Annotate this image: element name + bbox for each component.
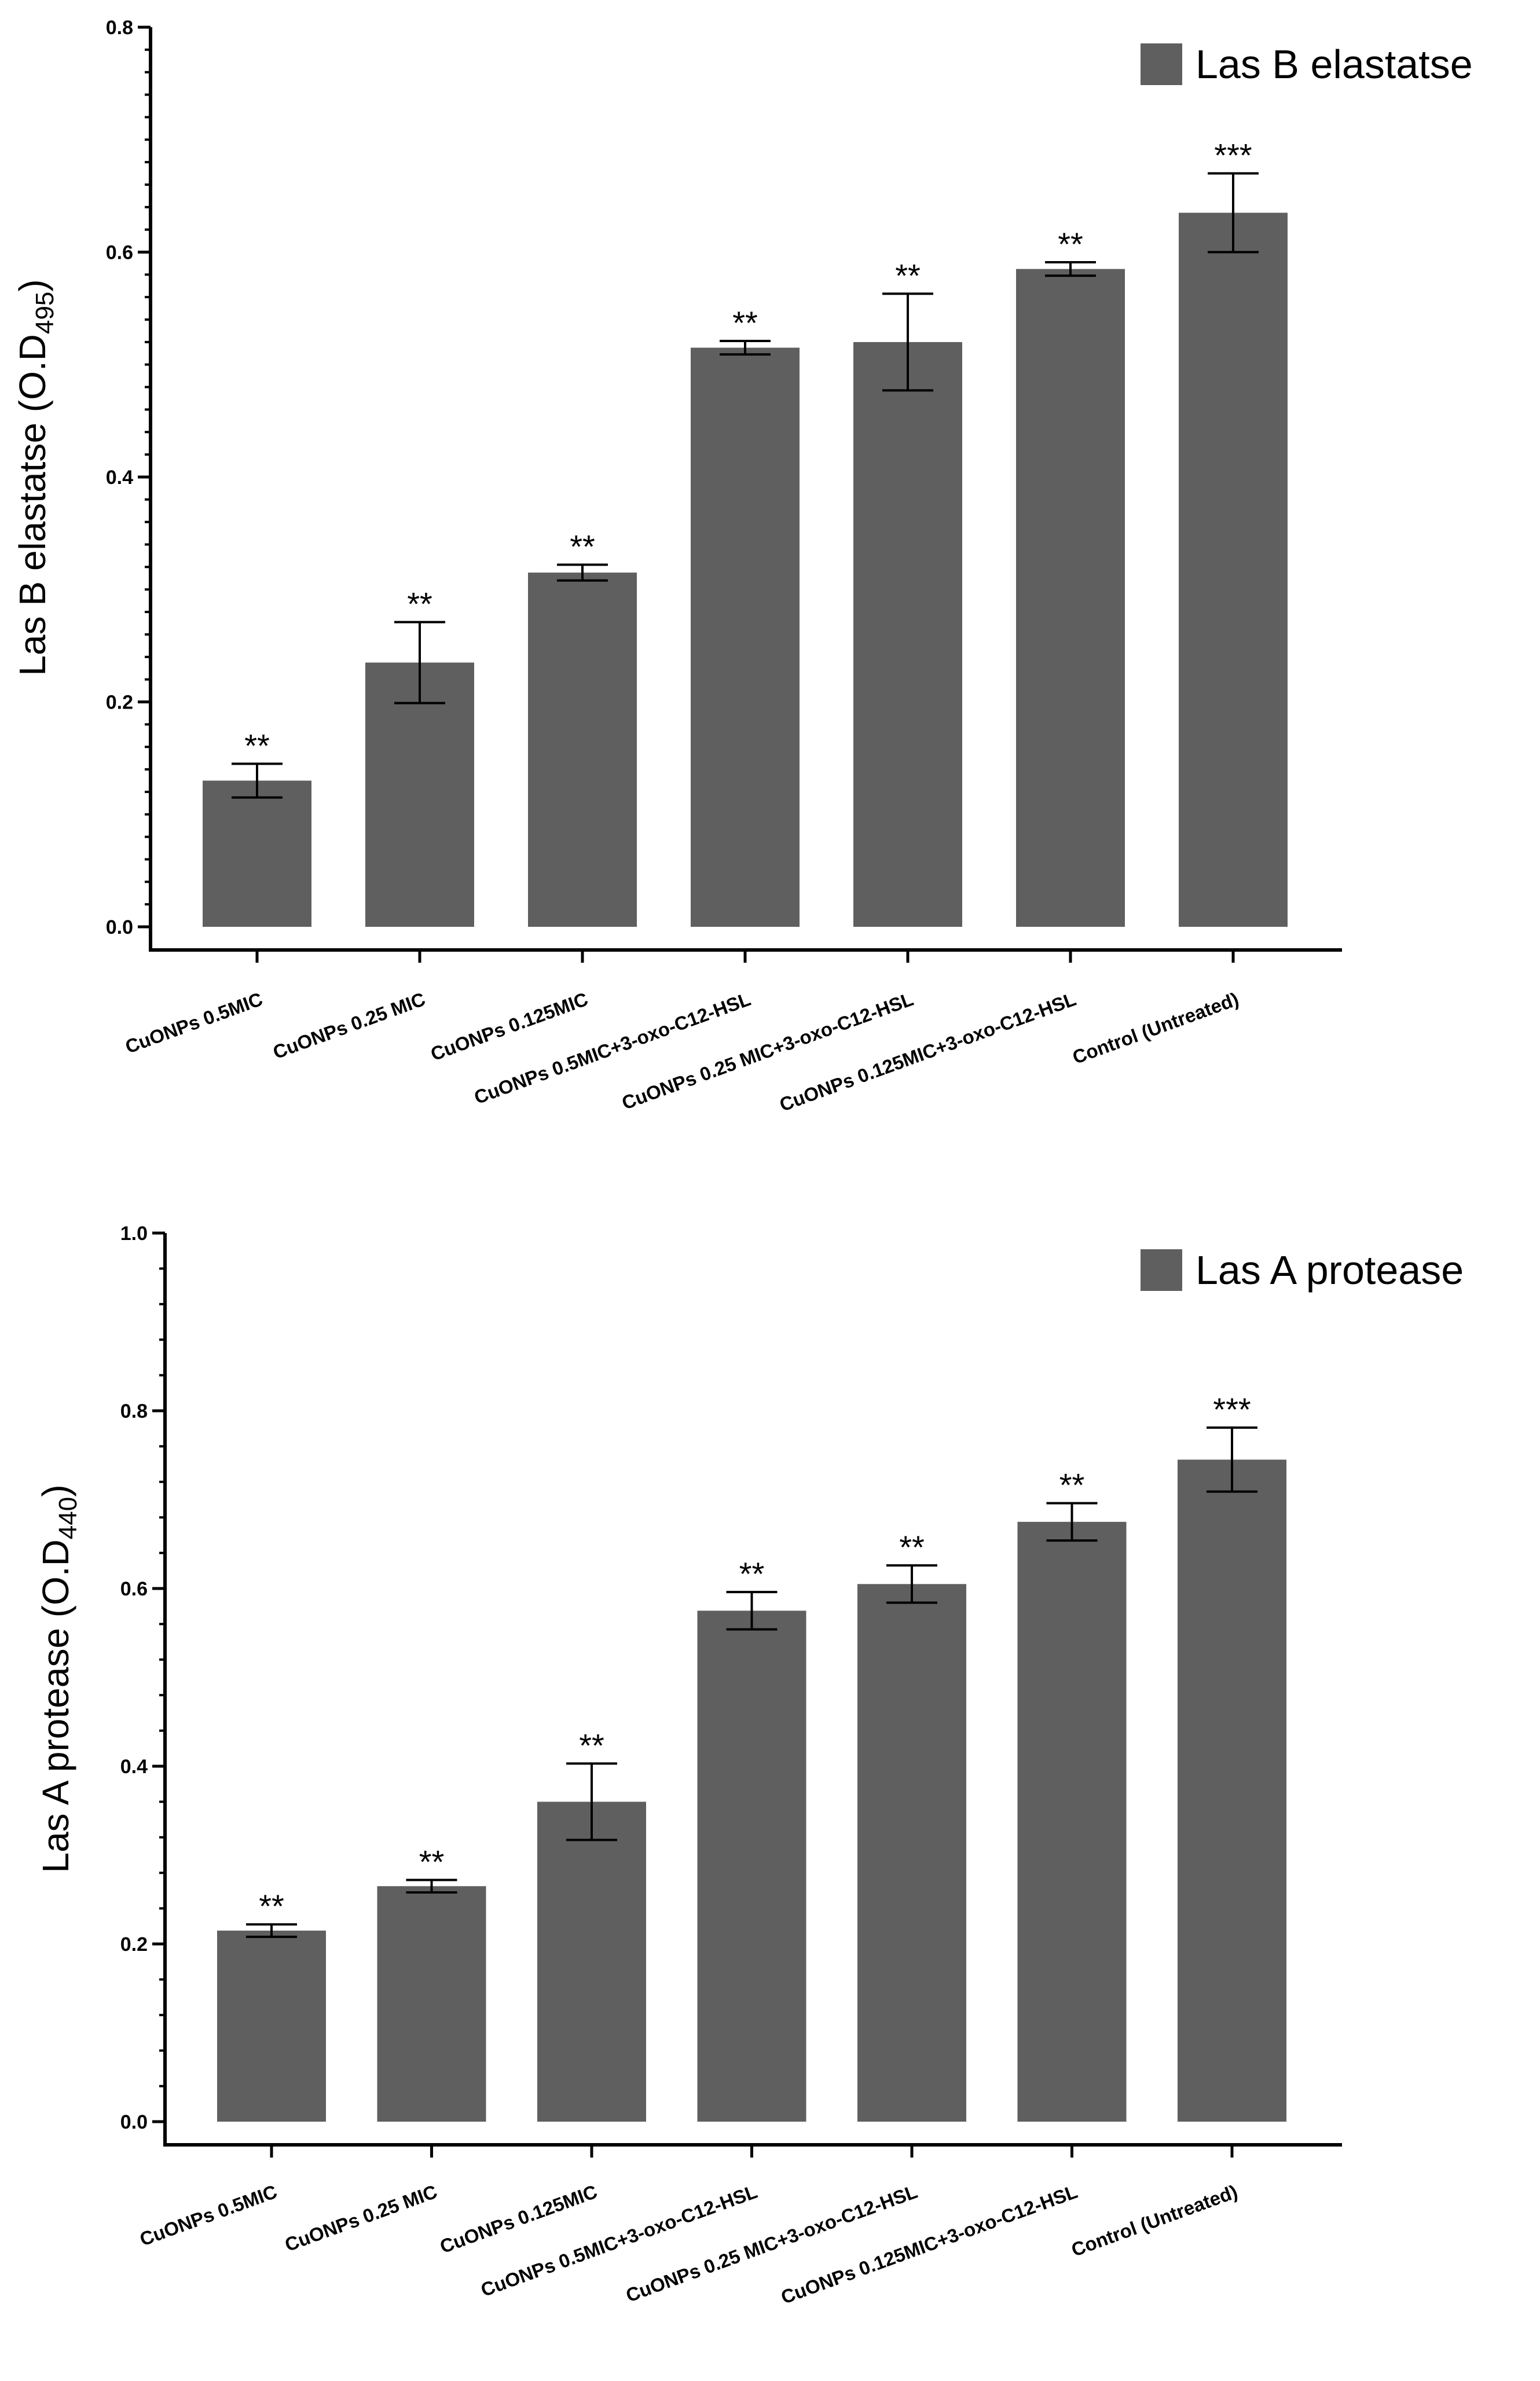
category-label: CuONPs 0.125MIC+3-oxo-C12-HSL bbox=[777, 988, 1079, 1116]
y-axis-label: Las B elastatse (O.D495) bbox=[12, 279, 59, 676]
category-label: CuONPs 0.5MIC bbox=[137, 2181, 280, 2250]
y-axis-label-close: ) bbox=[12, 279, 53, 291]
significance-label: ** bbox=[579, 1727, 604, 1763]
y-tick-label: 0.0 bbox=[106, 916, 133, 938]
y-tick-label: 0.4 bbox=[120, 1756, 148, 1778]
y-axis-label-subscript: 495 bbox=[31, 292, 59, 334]
y-tick-label: 0.8 bbox=[106, 17, 133, 39]
bar bbox=[697, 1610, 806, 2122]
legend-swatch bbox=[1141, 1249, 1182, 1291]
y-tick-label: 0.8 bbox=[120, 1400, 148, 1422]
category-label: CuONPs 0.5MIC bbox=[122, 988, 265, 1058]
bar bbox=[1016, 269, 1125, 927]
category-label: CuONPs 0.25 MIC bbox=[270, 988, 428, 1063]
category-label: CuONPs 0.25 MIC+3-oxo-C12-HSL bbox=[623, 2181, 920, 2306]
y-tick-label: 0.2 bbox=[106, 692, 133, 714]
significance-label: ** bbox=[899, 1529, 925, 1565]
category-label: CuONPs 0.25 MIC+3-oxo-C12-HSL bbox=[619, 988, 916, 1114]
significance-label: *** bbox=[1213, 1391, 1251, 1428]
category-label: CuONPs 0.125MIC+3-oxo-C12-HSL bbox=[778, 2181, 1080, 2308]
significance-label: ** bbox=[895, 257, 921, 294]
y-axis-label-main: Las A protease (O.D bbox=[35, 1539, 76, 1873]
significance-label: ** bbox=[1058, 226, 1083, 262]
bar bbox=[537, 1802, 646, 2122]
category-label: CuONPs 0.5MIC+3-oxo-C12-HSL bbox=[471, 988, 753, 1109]
las-b-elastase-chart: 0.0 0.2 0.4 0.6 0.8 ** CuONPs 0.5MIC ** CuONPs 0… bbox=[12, 17, 1473, 1116]
y-axis-label-main: Las B elastatse (O.D bbox=[12, 334, 53, 676]
significance-label: ** bbox=[259, 1888, 284, 1924]
y-tick-label: 0.0 bbox=[120, 2111, 148, 2133]
y-tick-label: 0.6 bbox=[106, 242, 133, 264]
category-label: CuONPs 0.25 MIC bbox=[282, 2181, 440, 2255]
category-label: Control (Untreated) bbox=[1068, 2181, 1240, 2261]
significance-label: ** bbox=[739, 1555, 765, 1592]
bar bbox=[1179, 212, 1288, 927]
bar bbox=[377, 1886, 486, 2122]
significance-label: ** bbox=[244, 727, 270, 764]
significance-label: *** bbox=[1214, 137, 1252, 174]
y-axis-label-subscript: 440 bbox=[54, 1497, 82, 1539]
category-label: CuONPs 0.5MIC+3-oxo-C12-HSL bbox=[478, 2181, 760, 2301]
bar bbox=[853, 342, 962, 927]
bar bbox=[365, 662, 474, 927]
legend-label: Las A protease bbox=[1196, 1248, 1464, 1293]
significance-label: ** bbox=[570, 529, 595, 565]
bar bbox=[691, 347, 800, 927]
legend-swatch bbox=[1141, 43, 1182, 85]
category-label: Control (Untreated) bbox=[1069, 988, 1241, 1068]
y-tick-label: 0.6 bbox=[120, 1578, 148, 1600]
y-tick-label: 1.0 bbox=[120, 1223, 148, 1245]
bar bbox=[1017, 1521, 1127, 2122]
significance-label: ** bbox=[732, 304, 758, 341]
y-axis-label: Las A protease (O.D440) bbox=[35, 1484, 82, 1873]
legend-label: Las B elastatse bbox=[1196, 42, 1473, 87]
y-tick-label: 0.2 bbox=[120, 1934, 148, 1956]
significance-label: ** bbox=[1059, 1467, 1085, 1503]
bar bbox=[217, 1930, 326, 2122]
y-tick-label: 0.4 bbox=[106, 467, 133, 489]
bar bbox=[1178, 1459, 1286, 2122]
bar bbox=[203, 780, 311, 927]
significance-label: ** bbox=[407, 586, 432, 622]
bar bbox=[857, 1584, 966, 2122]
y-axis-label-close: ) bbox=[35, 1484, 76, 1496]
bar bbox=[528, 573, 637, 927]
significance-label: ** bbox=[419, 1843, 445, 1880]
las-a-protease-chart: 0.0 0.2 0.4 0.6 0.8 1.0 ** CuONPs 0.5MIC ** CuONP… bbox=[35, 1223, 1464, 2308]
